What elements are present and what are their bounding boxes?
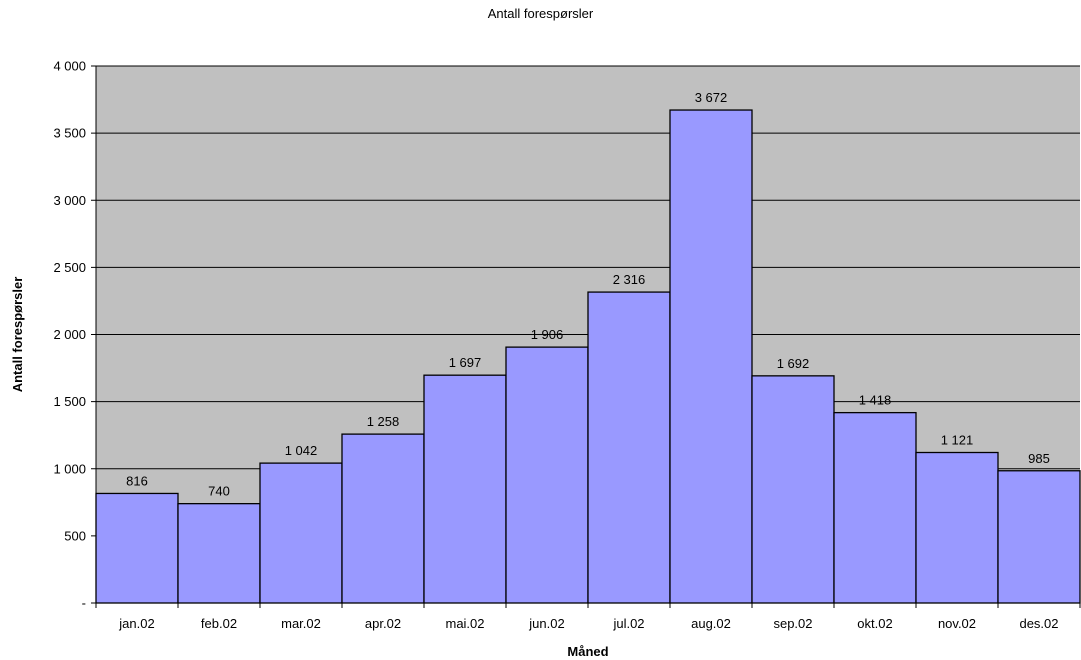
y-tick-label: - [82,596,86,611]
data-labels: 816 740 1 042 1 258 1 697 1 906 2 316 3 672 1 69… [126,90,1050,499]
y-axis-title: Antall forespørsler [10,277,25,393]
chart-title: Antall forespørsler [487,6,594,21]
y-tick-label: 500 [64,528,86,543]
bar-apr.02 [341,433,425,604]
x-tick-labels: jan.02 feb.02 mar.02 apr.02 mai.02 jun.02 jul.… [118,616,1058,631]
axes [91,65,1081,608]
y-tick-label: 3 500 [53,126,86,141]
data-label-sep.02: 1 692 [777,356,810,371]
y-tick-labels: - 500 1 000 1 500 2 000 2 500 3 000 3 500 4 000 [53,59,86,611]
y-tick-label: 2 500 [53,260,86,275]
data-label-feb.02: 740 [208,484,230,499]
bar-sep.02 [751,375,835,604]
data-label-jun.02: 1 906 [531,327,564,342]
data-label-okt.02: 1 418 [859,393,892,408]
data-label-des.02: 985 [1028,451,1050,466]
y-tick-label: 1 000 [53,461,86,476]
x-tick-label: des.02 [1019,616,1058,631]
x-axis-title: Måned [567,644,608,659]
data-label-aug.02: 3 672 [695,90,728,105]
bar-aug.02 [669,109,753,604]
bar-okt.02 [833,411,917,604]
x-tick-label: okt.02 [857,616,892,631]
data-label-mai.02: 1 697 [449,355,482,370]
bar-mai.02 [423,374,507,604]
bar-feb.02 [177,503,261,604]
x-tick-label: aug.02 [691,616,731,631]
x-tick-label: jun.02 [528,616,564,631]
x-tick-label: mai.02 [445,616,484,631]
x-tick-label: mar.02 [281,616,321,631]
y-tick-label: 3 000 [53,193,86,208]
x-tick-label: sep.02 [773,616,812,631]
data-label-jan.02: 816 [126,473,148,488]
bar-jun.02 [505,346,589,604]
data-label-jul.02: 2 316 [613,272,646,287]
x-tick-label: apr.02 [365,616,401,631]
bar-jul.02 [587,291,671,604]
bar-mar.02 [259,462,343,604]
x-tick-label: nov.02 [938,616,976,631]
y-tick-label: 4 000 [53,59,86,74]
data-label-nov.02: 1 121 [941,433,974,448]
x-tick-label: feb.02 [201,616,237,631]
data-label-apr.02: 1 258 [367,414,400,429]
y-tick-label: 1 500 [53,394,86,409]
data-label-mar.02: 1 042 [285,443,318,458]
bar-jan.02 [95,492,179,604]
bars [95,109,1081,604]
x-tick-label: jan.02 [118,616,154,631]
bar-des.02 [997,470,1081,604]
x-tick-label: jul.02 [612,616,644,631]
bar-nov.02 [915,451,999,604]
y-tick-label: 2 000 [53,327,86,342]
